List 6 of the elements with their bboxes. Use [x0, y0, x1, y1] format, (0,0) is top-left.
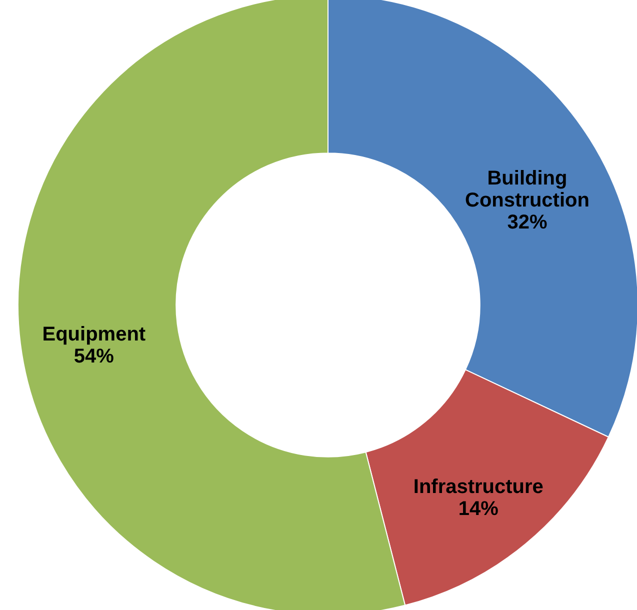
data-label: 14%: [458, 498, 499, 520]
slice-label: Equipment: [42, 324, 146, 346]
data-label: 32%: [507, 212, 548, 234]
slice-label: Building Construction: [465, 168, 590, 212]
data-label: 54%: [74, 346, 114, 368]
slice-label: Infrastructure: [413, 476, 544, 498]
